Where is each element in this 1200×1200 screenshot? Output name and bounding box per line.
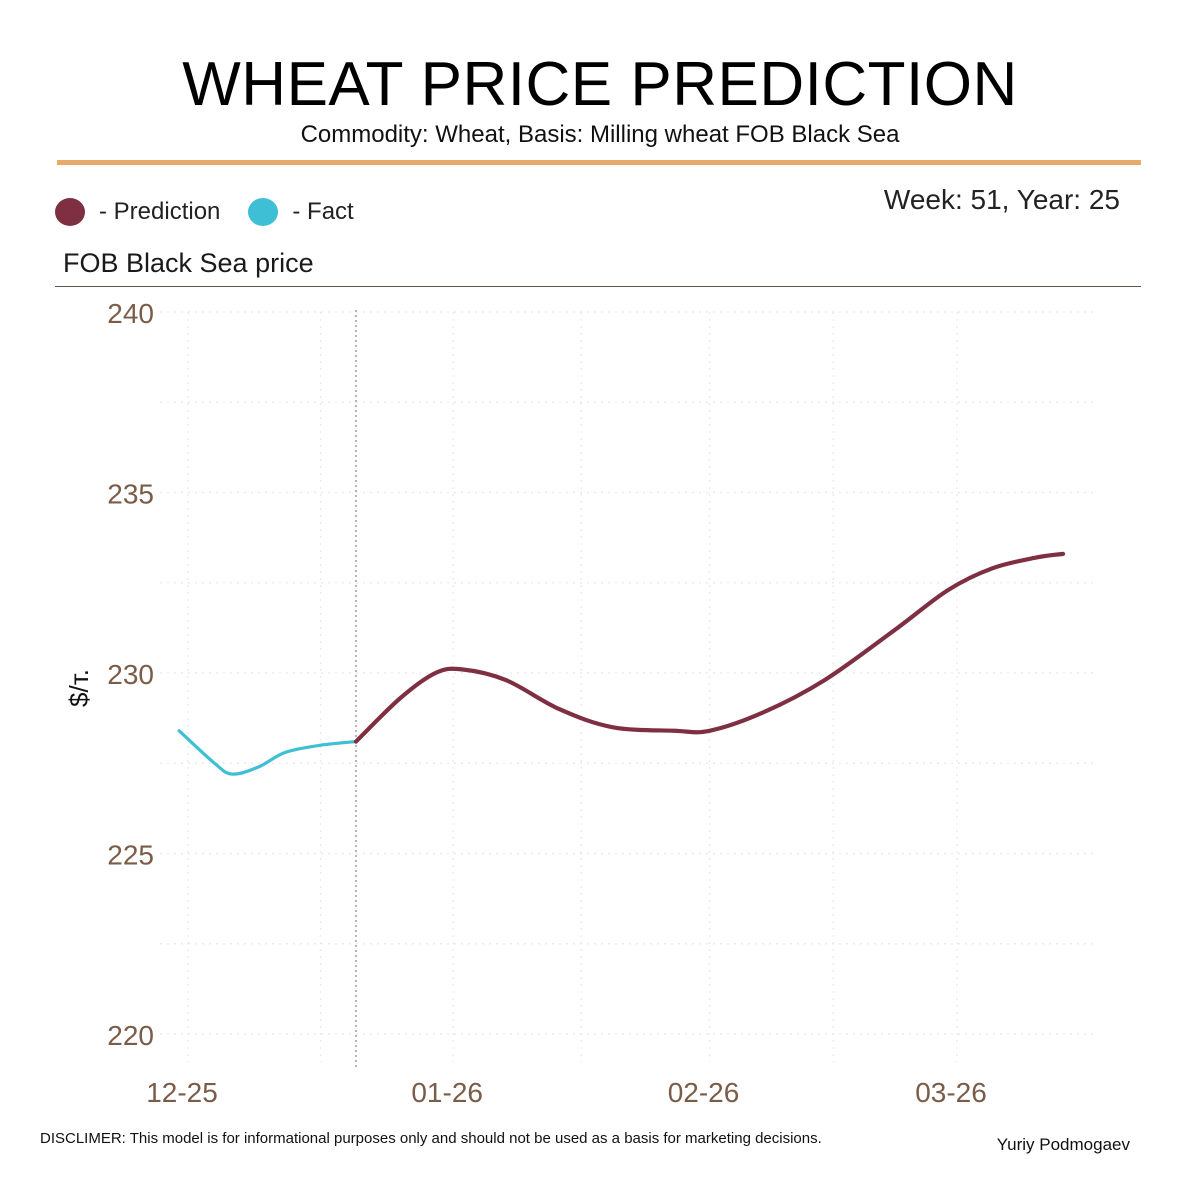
- legend-prediction-label: - Prediction: [99, 198, 221, 225]
- legend-item-fact: - Fact: [248, 198, 354, 226]
- prediction-dot-icon: [55, 198, 85, 226]
- y-tick-label: 235: [107, 479, 154, 510]
- prediction-series-line: [353, 551, 1066, 744]
- x-tick-label: 03-26: [915, 1077, 987, 1108]
- panel-divider: [55, 286, 1141, 287]
- grid-layer: [160, 311, 1095, 1062]
- legend: - Prediction - Fact: [55, 192, 382, 232]
- disclaimer: DISCLIMER: This model is for information…: [40, 1130, 822, 1147]
- y-axis-label: $/т.: [64, 669, 94, 707]
- x-tick-label: 02-26: [668, 1077, 740, 1108]
- x-tick-label: 12-25: [146, 1077, 218, 1108]
- y-tick-label: 225: [107, 840, 154, 871]
- author: Yuriy Podmogaev: [996, 1135, 1130, 1154]
- x-tick-label: 01-26: [411, 1077, 483, 1108]
- fact-dot-icon: [248, 198, 279, 226]
- y-tick-label: 220: [107, 1020, 154, 1051]
- y-tick-labels: 220 225 230 235 240: [107, 298, 154, 1051]
- title-divider: [57, 160, 1141, 165]
- legend-item-prediction: - Prediction: [55, 198, 220, 226]
- legend-fact-label: - Fact: [292, 198, 354, 225]
- x-tick-labels: 12-25 01-26 02-26 03-26: [146, 1077, 987, 1108]
- fact-series-line: [177, 729, 358, 776]
- page-subtitle: Commodity: Wheat, Basis: Milling wheat F…: [300, 121, 900, 148]
- panel-title: FOB Black Sea price: [63, 248, 314, 278]
- y-tick-label: 230: [107, 659, 154, 690]
- series-layer: [177, 551, 1066, 776]
- y-tick-label: 240: [107, 298, 154, 329]
- page-title: WHEAT PRICE PREDICTION: [182, 50, 1018, 119]
- week-label: Week: 51, Year: 25: [883, 184, 1120, 215]
